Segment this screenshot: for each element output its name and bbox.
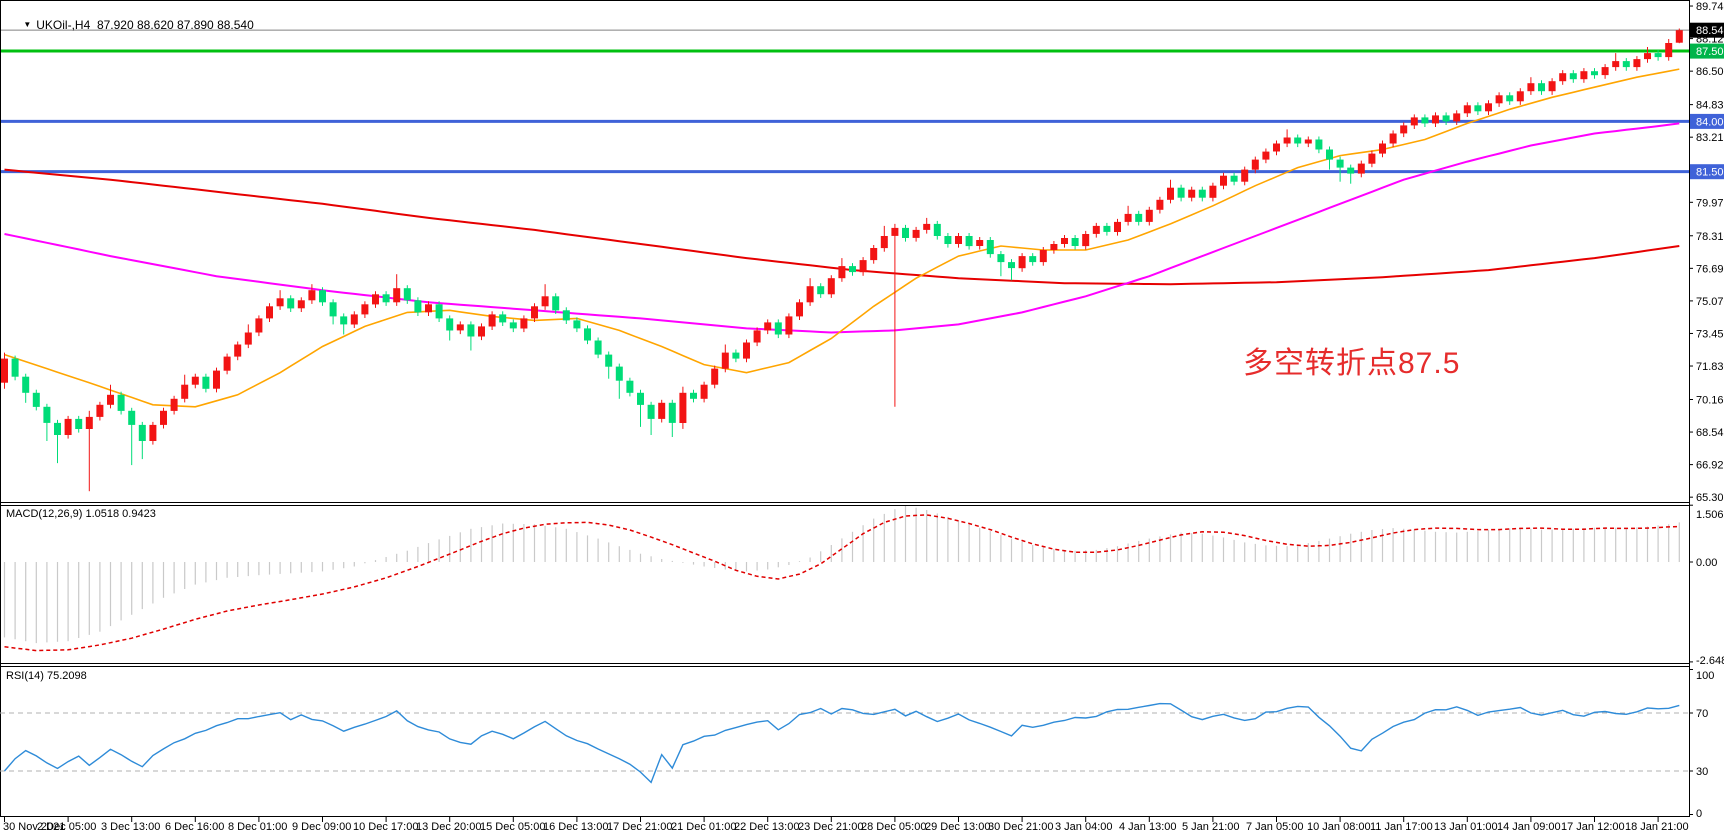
macd-axis[interactable]: 1.5061 0.00 -2.6487 (1689, 504, 1724, 667)
price-tick-label: 76.690 (1696, 263, 1724, 275)
time-tick-label: 9 Dec 09:00 (292, 821, 351, 833)
rsi-tick-label: 70 (1696, 708, 1708, 720)
macd-tick-label: -2.6487 (1696, 655, 1724, 667)
price-tick-label: 73.450 (1696, 329, 1724, 341)
price-tag: 88.540 (1690, 22, 1724, 38)
rsi-indicator-label: RSI(14) 75.2098 (6, 670, 87, 682)
ohlc-values: 87.920 88.620 87.890 88.540 (96, 18, 254, 32)
time-tick-label: 17 Jan 12:00 (1561, 821, 1625, 833)
time-tick-label: 6 Dec 16:00 (165, 821, 224, 833)
ma-fast-line (4, 68, 1680, 408)
time-tick-label: 10 Dec 17:00 (353, 821, 418, 833)
price-tick-label: 83.215 (1696, 132, 1724, 144)
time-tick-label: 22 Dec 13:00 (734, 821, 799, 833)
time-tick-label: 28 Dec 05:00 (861, 821, 926, 833)
rsi-tick-label: 0 (1696, 808, 1702, 820)
time-tick-label: 10 Jan 08:00 (1307, 821, 1371, 833)
price-tick-label: 70.165 (1696, 395, 1724, 407)
price-axis[interactable]: 89.74088.12086.50084.83583.21579.97578.3… (1689, 1, 1724, 504)
rsi-tick-label: 30 (1696, 766, 1708, 778)
macd-tick-label: 0.00 (1696, 557, 1717, 569)
time-tick-label: 2 Dec 05:00 (37, 821, 96, 833)
time-tick-label: 7 Jan 05:00 (1246, 821, 1304, 833)
symbol-ohlc-header: ▼ UKOil-,H4 87.920 88.620 87.890 88.540 (10, 4, 254, 46)
time-tick-label: 8 Dec 01:00 (228, 821, 287, 833)
time-tick-label: 30 Nov 2021 (3, 821, 65, 833)
rsi-axis[interactable]: 100 70 30 0 (1689, 669, 1714, 821)
time-tick-label: 13 Jan 01:00 (1434, 821, 1498, 833)
time-tick-label: 14 Jan 09:00 (1497, 821, 1561, 833)
time-tick-label: 21 Dec 01:00 (671, 821, 736, 833)
price-tick-label: 89.740 (1696, 1, 1724, 13)
svg-text:81.500: 81.500 (1696, 167, 1724, 179)
time-tick-label: 17 Dec 21:00 (607, 821, 672, 833)
symbol-dropdown-icon[interactable]: ▼ (23, 20, 32, 29)
macd-histogram (3, 506, 1680, 644)
time-tick-label: 4 Jan 13:00 (1119, 821, 1177, 833)
time-tick-label: 3 Dec 13:00 (101, 821, 160, 833)
price-tick-label: 79.975 (1696, 197, 1724, 209)
price-tag: 84.000 (1690, 113, 1724, 129)
rsi-tick-label: 100 (1696, 670, 1714, 682)
price-tick-label: 86.500 (1696, 66, 1724, 78)
svg-text:88.540: 88.540 (1696, 25, 1724, 37)
price-tick-label: 66.925 (1696, 460, 1724, 472)
macd-tick-label: 1.5061 (1696, 509, 1724, 521)
price-tag: 81.500 (1690, 164, 1724, 180)
macd-indicator-label: MACD(12,26,9) 1.0518 0.9423 (6, 508, 156, 520)
macd-signal-line (4, 514, 1680, 652)
price-tick-label: 78.310 (1696, 231, 1724, 243)
time-tick-label: 5 Jan 21:00 (1182, 821, 1240, 833)
time-tick-label: 3 Jan 04:00 (1055, 821, 1113, 833)
svg-text:84.000: 84.000 (1696, 116, 1724, 128)
svg-text:87.500: 87.500 (1696, 46, 1724, 58)
rsi-level-lines (0, 712, 1689, 772)
price-tick-label: 71.830 (1696, 361, 1724, 373)
time-tick-label: 18 Jan 21:00 (1625, 821, 1689, 833)
time-tick-label: 13 Dec 20:00 (416, 821, 481, 833)
price-tick-label: 68.545 (1696, 427, 1724, 439)
panel-borders (0, 0, 1690, 817)
rsi-line (3, 702, 1680, 784)
symbol-timeframe-label: UKOil-,H4 (36, 18, 91, 32)
chart-annotation-text: 多空转折点87.5 (1243, 347, 1461, 380)
price-tick-label: 75.070 (1696, 296, 1724, 308)
time-tick-label: 29 Dec 13:00 (925, 821, 990, 833)
price-tag: 87.500 (1690, 43, 1724, 59)
time-tick-label: 11 Jan 17:00 (1370, 821, 1433, 833)
ma-mid-line (4, 122, 1680, 334)
time-tick-label: 23 Dec 21:00 (798, 821, 863, 833)
time-tick-label: 15 Dec 05:00 (480, 821, 545, 833)
price-tick-label: 84.835 (1696, 100, 1724, 112)
candlestick-series (1, 28, 1683, 492)
time-tick-label: 30 Dec 21:00 (988, 821, 1053, 833)
time-tick-label: 16 Dec 13:00 (543, 821, 608, 833)
price-tick-label: 65.305 (1696, 492, 1724, 504)
horizontal-level-lines[interactable] (0, 29, 1689, 174)
